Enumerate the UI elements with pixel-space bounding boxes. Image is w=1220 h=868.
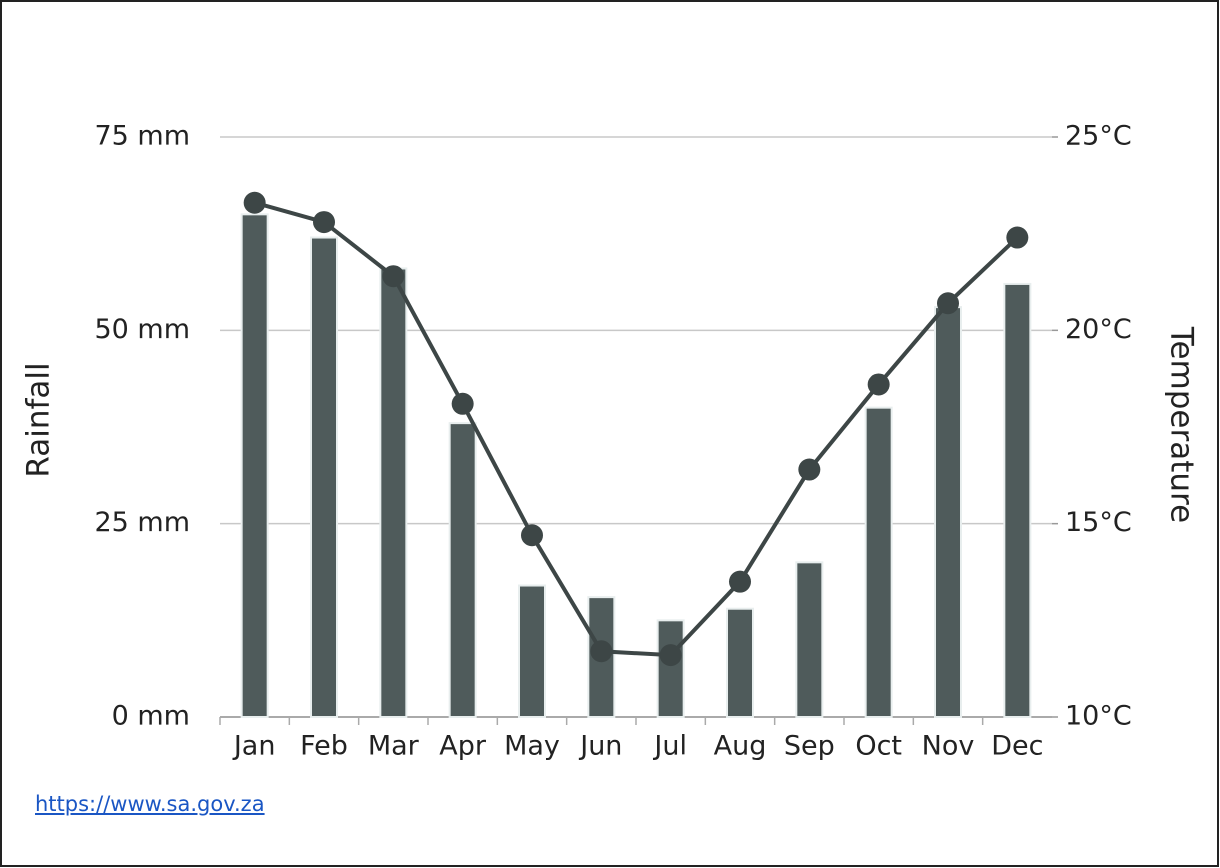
bar xyxy=(311,238,337,717)
x-tick-label: Jul xyxy=(652,731,687,762)
page: Rainfall Temperature 0 mm 25 mm 50 mm 75 mm… xyxy=(0,0,1220,868)
x-tick-label: Sep xyxy=(784,731,835,762)
temperature-point xyxy=(452,393,474,415)
temperature-point xyxy=(729,571,751,593)
temperature-point xyxy=(590,640,612,662)
bar xyxy=(658,620,684,717)
x-tick-label: Jun xyxy=(578,731,622,762)
temperature-point xyxy=(1006,227,1028,249)
bar xyxy=(380,268,406,717)
y2-tick-label: 25°C xyxy=(1065,121,1132,152)
bar xyxy=(796,562,822,717)
y2-tick-label: 15°C xyxy=(1065,507,1132,538)
temperature-point xyxy=(244,192,266,214)
temperature-point xyxy=(660,644,682,666)
bar xyxy=(450,423,476,717)
temperature-point xyxy=(521,524,543,546)
x-tick-label: Mar xyxy=(368,731,420,762)
temperature-point xyxy=(798,459,820,481)
y-tick-label: 0 mm xyxy=(112,701,190,732)
x-tick-label: Dec xyxy=(991,731,1043,762)
y2-axis-title: Temperature xyxy=(1164,326,1200,523)
y2-tick-label: 10°C xyxy=(1065,701,1132,732)
temperature-point xyxy=(382,265,404,287)
x-tick-label: Jan xyxy=(232,731,276,762)
x-tick-label: Oct xyxy=(855,731,902,762)
bar xyxy=(935,307,961,717)
source-link[interactable]: https://www.sa.gov.za xyxy=(35,792,265,816)
bar xyxy=(1004,284,1030,717)
y-tick-label: 25 mm xyxy=(94,507,190,538)
x-tick-label: Aug xyxy=(714,731,767,762)
bar xyxy=(727,609,753,717)
chart: Rainfall Temperature 0 mm 25 mm 50 mm 75 mm… xyxy=(0,0,1220,868)
y2-tick-label: 20°C xyxy=(1065,314,1132,345)
temperature-point xyxy=(937,292,959,314)
temperature-point xyxy=(313,211,335,233)
y-tick-label: 50 mm xyxy=(94,314,190,345)
x-tick-label: Nov xyxy=(922,731,975,762)
temperature-line xyxy=(255,203,1018,655)
x-tick-label: Feb xyxy=(300,731,348,762)
x-tick-label: Apr xyxy=(439,731,487,762)
y-tick-label: 75 mm xyxy=(94,121,190,152)
temperature-point xyxy=(868,373,890,395)
y-axis-title: Rainfall xyxy=(21,362,57,477)
bar xyxy=(519,586,545,717)
x-tick-label: May xyxy=(504,731,560,762)
bar xyxy=(866,408,892,717)
bar xyxy=(242,214,268,717)
